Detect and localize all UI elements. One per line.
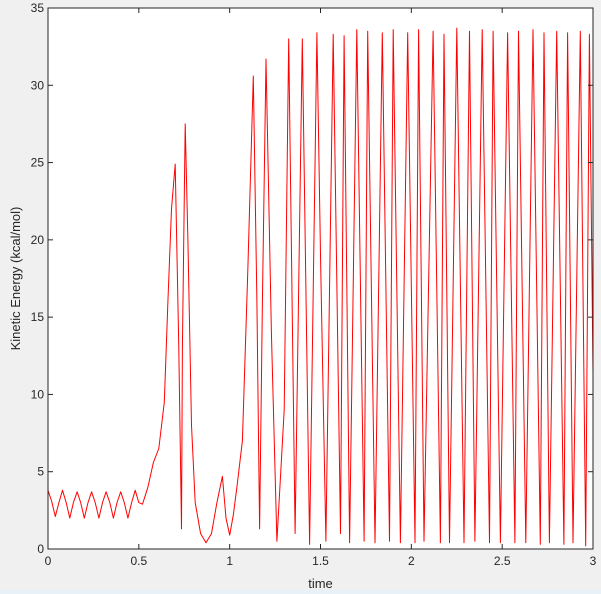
y-tick-label: 15 [31,310,45,324]
x-tick-label: 0.5 [130,554,147,568]
y-tick-label: 35 [31,1,45,15]
y-axis: 0 5 10 15 20 25 30 35 [31,1,593,556]
y-tick-label: 30 [31,78,45,92]
x-tick-label: 1.5 [312,554,329,568]
y-axis-label: Kinetic Energy (kcal/mol) [8,207,23,351]
x-axis-label: time [308,576,333,591]
window-bottom-strip [0,590,601,594]
series-line-0 [47,27,594,547]
x-axis: 0 0.5 1 1.5 2 2.5 3 [45,8,597,568]
x-tick-label: 0 [45,554,52,568]
y-tick-label: 5 [37,465,44,479]
x-tick-label: 3 [590,554,597,568]
y-tick-label: 20 [31,233,45,247]
y-tick-label: 25 [31,156,45,170]
x-tick-label: 1 [226,554,233,568]
y-tick-label: 0 [37,542,44,556]
x-tick-label: 2 [408,554,415,568]
data-series-layer [47,27,594,547]
x-tick-label: 2.5 [494,554,511,568]
y-tick-label: 10 [31,387,45,401]
